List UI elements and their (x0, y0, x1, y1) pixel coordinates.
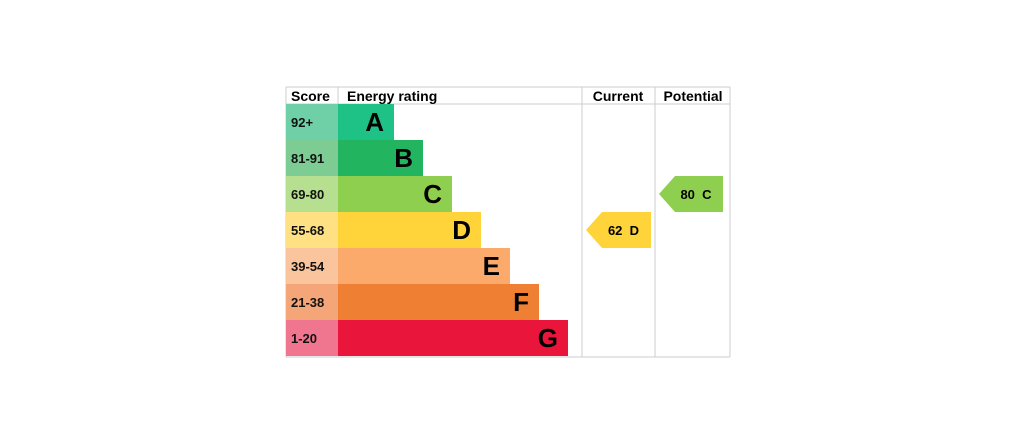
score-cell-g (286, 320, 338, 356)
header-score: Score (291, 88, 330, 104)
potential-rating-label: 80 C (680, 187, 712, 202)
band-bar-b (338, 140, 423, 176)
band-bar-e (338, 248, 510, 284)
score-label-b: 81-91 (291, 151, 324, 166)
band-letter-c: C (423, 179, 442, 209)
score-cell-a (286, 104, 338, 140)
band-letter-a: A (365, 107, 384, 137)
score-label-a: 92+ (291, 115, 313, 130)
band-letter-f: F (513, 287, 529, 317)
current-rating-arrow (586, 212, 651, 248)
header-current: Current (593, 88, 644, 104)
band-letter-g: G (538, 323, 558, 353)
band-bar-c (338, 176, 452, 212)
score-label-c: 69-80 (291, 187, 324, 202)
score-label-e: 39-54 (291, 259, 325, 274)
band-bar-f (338, 284, 539, 320)
band-letter-b: B (394, 143, 413, 173)
header-potential: Potential (663, 88, 722, 104)
score-label-g: 1-20 (291, 331, 317, 346)
header-energy-rating: Energy rating (347, 88, 437, 104)
score-cell-f (286, 284, 338, 320)
score-cell-e (286, 248, 338, 284)
band-bar-d (338, 212, 481, 248)
band-letter-e: E (483, 251, 500, 281)
rating-bands: 92+ A 81-91 B 69-80 C 55-68 D 39-54 E 21-38 F 1-20 G (286, 104, 568, 356)
band-letter-d: D (452, 215, 471, 245)
score-cell-d (286, 212, 338, 248)
band-bar-g (338, 320, 568, 356)
rating-indicators: 62 D 80 C (586, 176, 723, 248)
band-bar-a (338, 104, 394, 140)
score-cell-b (286, 140, 338, 176)
score-label-d: 55-68 (291, 223, 324, 238)
potential-rating-arrow (659, 176, 723, 212)
score-cell-c (286, 176, 338, 212)
current-rating-label: 62 D (608, 223, 639, 238)
score-label-f: 21-38 (291, 295, 324, 310)
